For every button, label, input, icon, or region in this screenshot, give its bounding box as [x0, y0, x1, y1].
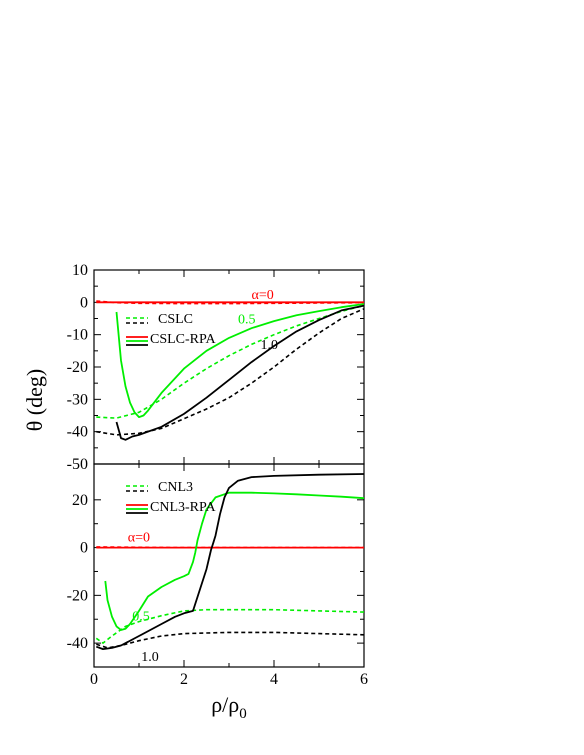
curve-annotation: α=0 — [252, 288, 274, 303]
plot-frame-cslc — [93, 269, 365, 465]
x-axis-ticks: 0 2 4 6 — [90, 671, 368, 688]
y-tick-label: 20 — [72, 492, 88, 509]
series-line-cslc-rpa-alpha-1.0 — [115, 304, 365, 441]
legend-label: CNL3 — [158, 480, 193, 495]
series-cnl3 — [95, 473, 365, 650]
series-line-cslc-alpha-1.0 — [96, 308, 365, 436]
annotations-cnl3: α=0 0.5 1.0 — [128, 531, 159, 665]
y-tick-label: 10 — [72, 262, 88, 279]
y-tick-label: 0 — [80, 540, 88, 557]
legend-cslc: CSLC CSLC-RPA — [126, 312, 217, 347]
curve-annotation: 0.5 — [132, 609, 150, 624]
legend-cnl3: CNL3 CNL3-RPA — [126, 480, 217, 515]
panel-cnl3: 20 0 -20 -40 CNL3 CNL3-RPA α=0 0.5 1.0 — [67, 463, 365, 668]
y-tick-label: -20 — [67, 359, 88, 376]
y-tick-label: 0 — [80, 294, 88, 311]
x-tick-label: 0 — [90, 671, 98, 688]
plot-frame-cnl3 — [93, 463, 365, 668]
y-tick-label: -30 — [67, 391, 88, 408]
series-line-cnl3-rpa-alpha-1.0 — [95, 473, 365, 650]
y-tick-label: -40 — [67, 424, 88, 441]
x-tick-label: 4 — [270, 671, 278, 688]
legend-label: CNL3-RPA — [150, 500, 217, 515]
curve-annotation: α=0 — [128, 531, 150, 546]
x-tick-label: 2 — [180, 671, 188, 688]
y-axis-title: θ (deg) — [22, 369, 47, 431]
curve-annotation: 1.0 — [261, 338, 279, 353]
series-line-cslc-rpa-alpha-0.5 — [115, 303, 365, 419]
curve-annotation: 0.5 — [238, 312, 256, 327]
series-line-cnl3-alpha-1.0 — [96, 631, 365, 649]
legend-label: CSLC — [158, 312, 193, 327]
ticks-cslc: 10 0 -10 -20 -30 -40 -50 — [67, 262, 365, 473]
annotations-cslc: α=0 0.5 1.0 — [238, 288, 278, 353]
curve-annotation: 1.0 — [141, 650, 159, 665]
y-tick-label: -10 — [67, 327, 88, 344]
series-cslc — [96, 300, 365, 441]
ticks-cnl3: 20 0 -20 -40 — [67, 464, 365, 667]
x-axis-title: ρ/ρ0 — [211, 692, 247, 722]
y-tick-label: -20 — [67, 587, 88, 604]
series-line-cnl3-rpa-alpha-0.5 — [104, 491, 365, 631]
series-line-cslc-alpha-0.5 — [96, 304, 365, 419]
legend-label: CSLC-RPA — [150, 332, 217, 347]
panel-cslc: 10 0 -10 -20 -30 -40 -50 CSLC CSLC-RPA α=0 0.5 1.… — [67, 262, 365, 473]
y-tick-label: -50 — [67, 456, 88, 473]
series-line-cnl3-alpha-0.5 — [95, 608, 365, 644]
x-tick-label: 6 — [360, 671, 368, 688]
y-tick-label: -40 — [67, 635, 88, 652]
